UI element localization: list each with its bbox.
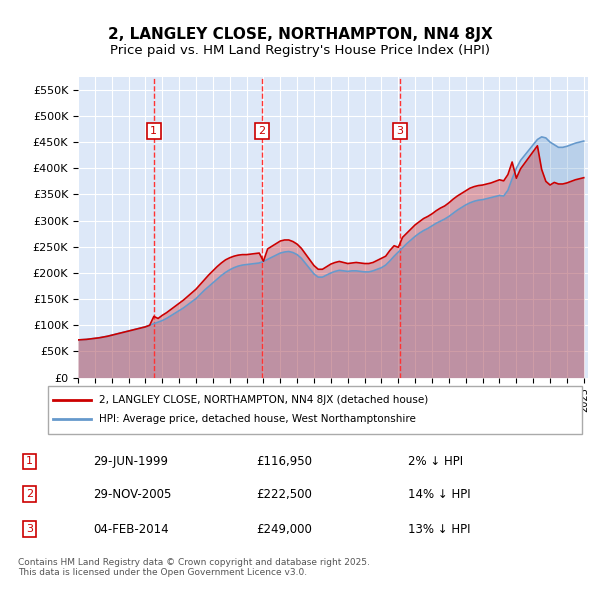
Text: £116,950: £116,950 [256,455,313,468]
Text: 04-FEB-2014: 04-FEB-2014 [94,523,169,536]
Text: 2, LANGLEY CLOSE, NORTHAMPTON, NN4 8JX: 2, LANGLEY CLOSE, NORTHAMPTON, NN4 8JX [107,27,493,41]
Text: 14% ↓ HPI: 14% ↓ HPI [408,487,470,501]
Text: 2: 2 [259,126,265,136]
Text: Contains HM Land Registry data © Crown copyright and database right 2025.
This d: Contains HM Land Registry data © Crown c… [18,558,370,577]
Text: 13% ↓ HPI: 13% ↓ HPI [408,523,470,536]
Text: 29-JUN-1999: 29-JUN-1999 [94,455,169,468]
Text: £222,500: £222,500 [256,487,313,501]
Text: 1: 1 [26,457,33,466]
Text: £249,000: £249,000 [256,523,313,536]
FancyBboxPatch shape [48,386,582,434]
Text: 2: 2 [26,489,33,499]
Text: HPI: Average price, detached house, West Northamptonshire: HPI: Average price, detached house, West… [99,415,416,424]
Text: 1: 1 [150,126,157,136]
Text: 29-NOV-2005: 29-NOV-2005 [94,487,172,501]
Text: 3: 3 [397,126,403,136]
Text: 3: 3 [26,524,33,534]
Text: 2% ↓ HPI: 2% ↓ HPI [408,455,463,468]
Text: 2, LANGLEY CLOSE, NORTHAMPTON, NN4 8JX (detached house): 2, LANGLEY CLOSE, NORTHAMPTON, NN4 8JX (… [99,395,428,405]
Text: Price paid vs. HM Land Registry's House Price Index (HPI): Price paid vs. HM Land Registry's House … [110,44,490,57]
